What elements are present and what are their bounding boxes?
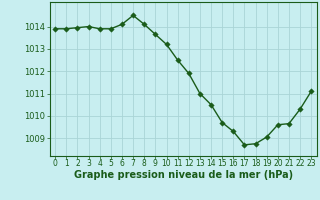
X-axis label: Graphe pression niveau de la mer (hPa): Graphe pression niveau de la mer (hPa): [74, 170, 293, 180]
